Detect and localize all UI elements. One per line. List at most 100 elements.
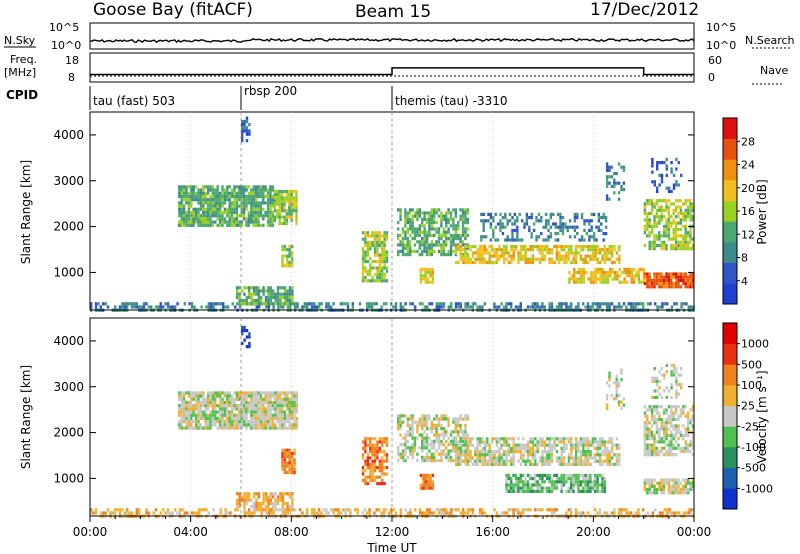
power-cell	[548, 257, 551, 261]
velocity-cell	[555, 443, 559, 447]
power-cell	[428, 230, 431, 234]
power-cell	[413, 237, 417, 241]
power-cell	[245, 302, 248, 306]
velocity-cell	[254, 426, 258, 430]
velocity-cell	[195, 511, 198, 515]
velocity-cell	[650, 449, 654, 454]
velocity-cell	[269, 423, 272, 427]
power-cell	[390, 302, 393, 306]
velocity-cell	[418, 508, 422, 512]
velocity-cell	[286, 471, 289, 475]
power-cell	[686, 234, 690, 238]
power-cell	[295, 221, 298, 226]
power-cell	[653, 282, 656, 286]
velocity-cell	[254, 413, 258, 417]
velocity-cell	[238, 416, 241, 421]
power-cell	[547, 228, 550, 232]
power-cell	[493, 305, 496, 309]
velocity-cell	[226, 404, 229, 408]
power-cell	[259, 214, 263, 218]
power-cell	[266, 198, 270, 202]
power-cell	[603, 248, 607, 252]
power-cell	[430, 243, 433, 247]
velocity-cell	[435, 439, 438, 443]
power-cell	[469, 248, 472, 252]
velocity-cell	[428, 427, 431, 431]
power-cell	[288, 248, 291, 252]
power-cell	[605, 175, 609, 179]
velocity-cell	[283, 467, 287, 471]
power-cell	[242, 185, 246, 189]
velocity-cell	[596, 450, 599, 454]
power-cell	[218, 223, 222, 227]
velocity-cell	[488, 459, 491, 463]
velocity-cell	[266, 413, 270, 417]
velocity-cell	[421, 436, 424, 440]
velocity-cell	[662, 491, 666, 495]
power-cell	[684, 243, 687, 248]
velocity-cell	[283, 410, 287, 414]
power-cell	[223, 188, 227, 192]
power-cell	[370, 302, 374, 306]
velocity-cell	[642, 508, 645, 512]
power-cell	[674, 243, 678, 248]
velocity-cell	[418, 423, 421, 427]
velocity-cell	[211, 420, 215, 424]
power-cell	[510, 305, 513, 309]
velocity-cell	[437, 443, 441, 447]
velocity-cell	[228, 400, 231, 405]
power-cell	[573, 235, 577, 239]
power-cell	[361, 279, 365, 283]
velocity-cell	[290, 400, 294, 405]
velocity-cell	[182, 407, 186, 411]
power-cell	[677, 272, 680, 276]
power-cell	[221, 210, 224, 215]
power-cell	[279, 295, 282, 299]
velocity-cell	[650, 408, 654, 412]
velocity-cell	[466, 436, 469, 440]
power-cell	[378, 266, 381, 270]
velocity-cell	[459, 443, 463, 447]
power-cell	[684, 227, 687, 232]
power-cell	[371, 234, 374, 238]
power-cell	[241, 139, 244, 143]
power-cell	[643, 231, 647, 235]
power-cell	[643, 227, 647, 232]
velocity-cell	[613, 511, 616, 515]
velocity-cell	[466, 511, 470, 515]
velocity-cell	[574, 483, 578, 487]
power-cell	[433, 211, 436, 215]
velocity-cell	[429, 486, 432, 490]
power-cell	[648, 218, 651, 222]
power-cell	[190, 188, 193, 192]
velocity-cell	[679, 488, 683, 492]
velocity-cell	[254, 407, 258, 411]
velocity-cell	[490, 453, 494, 457]
power-cell	[197, 223, 200, 227]
power-cell	[423, 305, 426, 309]
power-cell	[425, 221, 429, 225]
power-cell	[226, 214, 229, 218]
power-cell	[617, 162, 621, 166]
velocity-cell	[248, 508, 251, 512]
power-cell	[667, 234, 671, 238]
velocity-cell	[534, 477, 537, 481]
velocity-cell	[464, 437, 467, 441]
power-cell	[653, 224, 656, 228]
power-cell	[378, 269, 381, 273]
power-cell	[416, 227, 419, 231]
power-cell	[162, 305, 165, 309]
power-cell	[283, 264, 287, 268]
velocity-cell	[550, 477, 554, 481]
velocity-cell	[271, 394, 275, 398]
power-cell	[182, 198, 186, 202]
velocity-cell	[286, 391, 289, 395]
power-cell	[185, 188, 188, 192]
power-cell	[643, 211, 647, 216]
velocity-cell	[586, 443, 590, 447]
velocity-cell	[507, 508, 510, 512]
velocity-cell	[236, 501, 239, 505]
velocity-cell	[373, 450, 377, 454]
velocity-cell	[670, 488, 673, 492]
velocity-cell	[318, 511, 321, 515]
